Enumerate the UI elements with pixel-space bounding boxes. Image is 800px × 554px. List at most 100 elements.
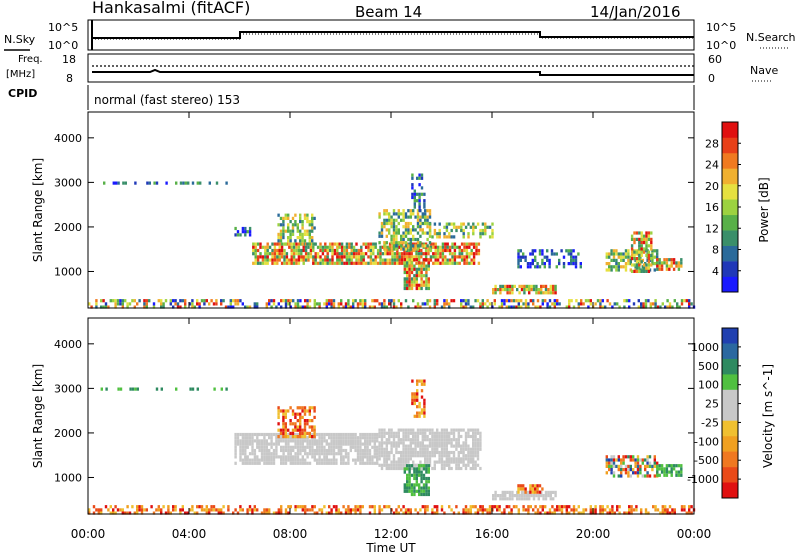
scatter-cell xyxy=(352,261,356,265)
scatter-cell xyxy=(548,265,551,269)
scatter-cell xyxy=(452,431,456,435)
scatter-cell xyxy=(446,248,449,253)
scatter-cell xyxy=(635,257,639,261)
scatter-cell xyxy=(359,461,362,465)
scatter-cell xyxy=(456,255,459,259)
scatter-cell xyxy=(290,248,293,253)
scatter-cell xyxy=(328,245,332,249)
scatter-cell xyxy=(383,505,386,509)
scatter-cell xyxy=(279,239,283,243)
scatter-cell xyxy=(450,460,453,464)
scatter-cell xyxy=(308,419,311,423)
scatter-cell xyxy=(395,305,398,309)
scatter-cell xyxy=(361,455,364,459)
scatter-cell xyxy=(385,457,388,461)
scatter-cell xyxy=(256,255,260,259)
scatter-cell xyxy=(465,242,469,246)
scatter-cell xyxy=(241,439,245,443)
scatter-cell xyxy=(464,447,468,451)
scatter-cell xyxy=(390,460,393,464)
scatter-cell xyxy=(620,258,623,262)
scatter-cell xyxy=(438,222,441,226)
scatter-cell xyxy=(400,218,403,222)
scatter-cell xyxy=(311,406,314,410)
scatter-cell xyxy=(357,261,361,265)
scatter-cell xyxy=(465,258,469,262)
scatter-cell xyxy=(589,302,592,306)
scatter-cell xyxy=(402,444,405,448)
scatter-cell xyxy=(651,468,654,472)
scatter-cell xyxy=(416,241,420,245)
scatter-cell xyxy=(624,464,628,468)
scatter-cell xyxy=(409,237,412,242)
scatter-cell xyxy=(670,261,673,265)
scatter-cell xyxy=(402,428,405,432)
scatter-cell xyxy=(460,252,464,256)
scatter-cell xyxy=(539,305,542,309)
scatter-cell xyxy=(296,458,300,462)
scatter-cell xyxy=(349,442,352,446)
scatter-cell xyxy=(536,265,539,269)
scatter-cell xyxy=(668,267,671,271)
scatter-cell xyxy=(165,181,168,185)
scatter-cell xyxy=(538,249,542,253)
scatter-cell xyxy=(421,431,424,435)
scatter-cell xyxy=(414,431,417,435)
scatter-cell xyxy=(476,454,480,458)
scatter-cell xyxy=(340,302,343,306)
scatter-cell xyxy=(299,458,302,462)
scatter-cell xyxy=(323,432,326,437)
scatter-cell xyxy=(464,441,468,445)
scatter-cell xyxy=(510,511,513,515)
scatter-cell xyxy=(342,505,345,509)
scatter-cell xyxy=(380,454,384,458)
scatter-cell xyxy=(376,461,379,465)
scatter-cell xyxy=(359,452,362,456)
scatter-cell xyxy=(408,255,411,259)
scatter-cell xyxy=(212,302,216,306)
scatter-cell xyxy=(543,265,546,269)
scatter-cell xyxy=(402,457,405,461)
scatter-cell xyxy=(383,434,386,439)
scatter-cell xyxy=(409,454,412,458)
scatter-cell xyxy=(670,473,673,477)
scatter-cell xyxy=(306,452,309,456)
scatter-cell xyxy=(402,212,405,216)
scatter-cell xyxy=(406,464,409,468)
scatter-cell xyxy=(517,511,520,515)
scatter-cell xyxy=(638,266,641,270)
scatter-cell xyxy=(589,299,592,303)
scatter-cell xyxy=(179,181,183,185)
scatter-cell xyxy=(630,250,634,254)
scatter-cell xyxy=(527,508,530,512)
scatter-cell xyxy=(479,444,482,448)
scatter-cell xyxy=(640,260,643,264)
scatter-cell xyxy=(412,234,415,238)
scatter-cell xyxy=(411,173,414,177)
scatter-cell xyxy=(316,445,319,449)
scatter-cell xyxy=(418,205,421,209)
nsearch-tick-bottom: 10^0 xyxy=(706,39,736,52)
scatter-cell xyxy=(462,228,465,233)
scatter-cell xyxy=(455,447,458,451)
scatter-cell xyxy=(423,192,426,196)
scatter-cell xyxy=(301,236,304,240)
scatter-cell xyxy=(318,508,321,512)
scatter-cell xyxy=(279,223,283,227)
scatter-cell xyxy=(160,511,163,515)
scatter-cell xyxy=(472,228,475,233)
scatter-cell xyxy=(261,255,265,259)
scatter-cell xyxy=(622,468,625,472)
scatter-cell xyxy=(476,444,480,448)
scatter-cell xyxy=(369,261,373,265)
scatter-cell xyxy=(268,448,271,453)
scatter-cell xyxy=(608,511,612,515)
scatter-cell xyxy=(270,461,273,465)
scatter-cell xyxy=(311,223,314,227)
scatter-cell xyxy=(357,248,361,253)
scatter-cell xyxy=(404,447,408,451)
scatter-cell xyxy=(441,252,445,256)
scatter-cell xyxy=(385,450,388,455)
scatter-cell xyxy=(404,241,408,245)
scatter-cell xyxy=(407,305,410,309)
